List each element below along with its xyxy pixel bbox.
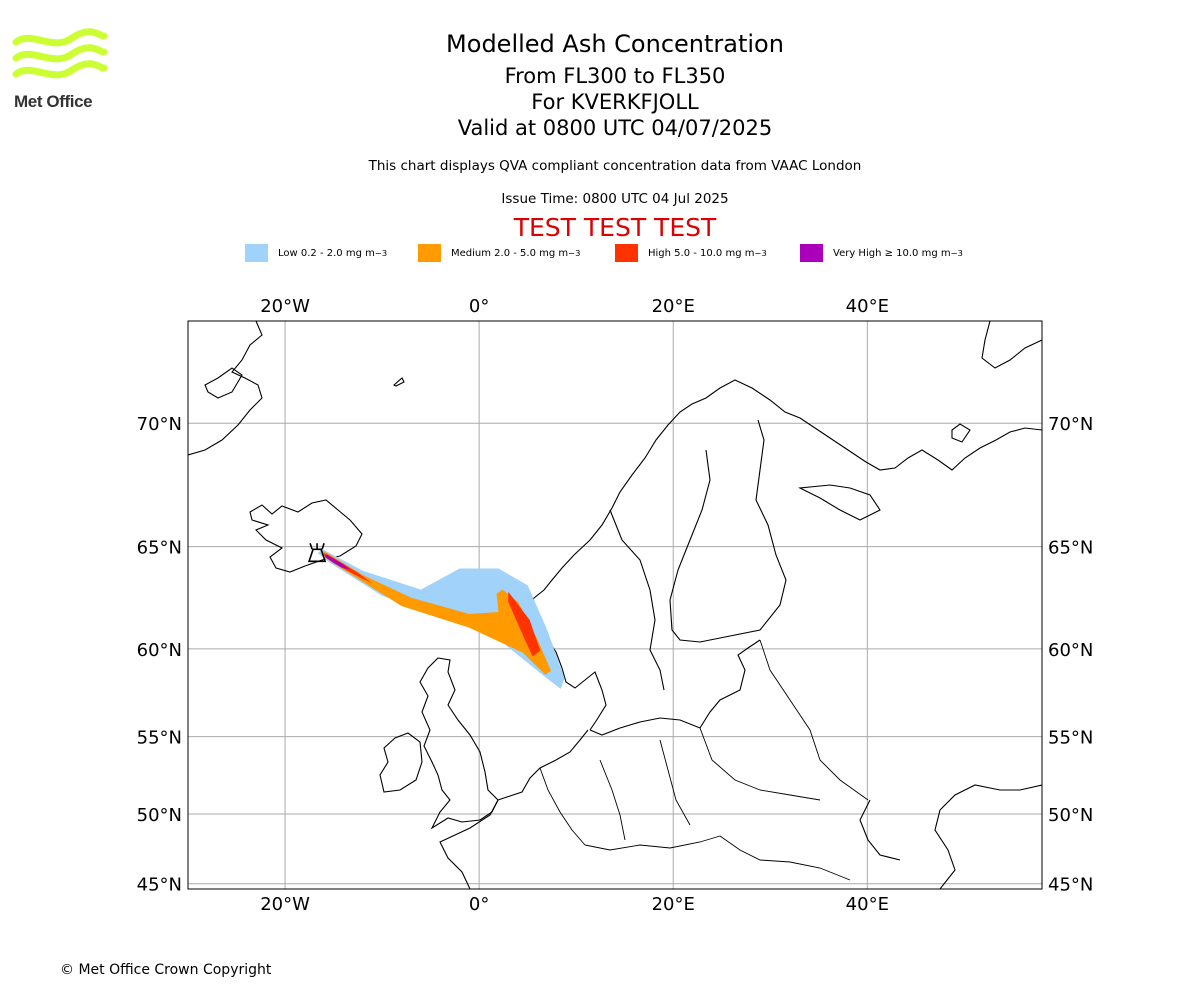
white-sea-coast xyxy=(798,484,881,521)
lat-label-left: 65°N xyxy=(137,538,182,559)
ash-very-high xyxy=(323,553,351,570)
legend-label-medium: Medium 2.0 - 5.0 mg m xyxy=(451,247,569,259)
gulf-of-bothnia xyxy=(669,419,787,643)
ash-high-norway xyxy=(508,591,541,657)
lon-label-top: 40°E xyxy=(846,296,889,317)
legend-swatch-medium xyxy=(418,244,441,262)
lat-label-left: 45°N xyxy=(137,875,182,896)
legend-swatch-high xyxy=(615,244,638,262)
coastlines xyxy=(188,321,1042,889)
legend-label-very-high: Very High ≥ 10.0 mg m xyxy=(833,247,951,259)
country-borders xyxy=(539,639,869,881)
lat-label-right: 55°N xyxy=(1048,728,1093,749)
legend-exp: −3 xyxy=(754,248,767,258)
lat-label-right: 65°N xyxy=(1048,538,1093,559)
legend-exp: −3 xyxy=(374,248,388,258)
lon-label-bottom: 40°E xyxy=(846,894,889,915)
legend-swatch-low xyxy=(245,244,268,262)
legend-label-low: Low 0.2 - 2.0 mg m xyxy=(278,247,375,259)
issue-time: Issue Time: 0800 UTC 04 Jul 2025 xyxy=(501,191,729,207)
ash-high xyxy=(325,553,373,584)
ash-medium xyxy=(321,551,551,675)
test-banner: TEST TEST TEST xyxy=(513,213,717,242)
lat-label-left: 55°N xyxy=(137,728,182,749)
great-britain-coast xyxy=(419,657,499,830)
greenland-fjord xyxy=(204,367,243,399)
lon-label-top: 20°W xyxy=(260,296,310,317)
black-sea-coast xyxy=(859,799,901,861)
lat-label-right: 45°N xyxy=(1048,875,1093,896)
legend-item-high: High 5.0 - 10.0 mg m −3 xyxy=(615,242,767,264)
ash-plume xyxy=(318,548,565,689)
france-coast xyxy=(439,799,499,889)
north-sea-coast xyxy=(497,729,589,801)
lat-label-right: 50°N xyxy=(1048,805,1093,826)
legend-exp: −3 xyxy=(950,248,963,258)
caspian-west xyxy=(934,809,956,889)
lat-label-left: 60°N xyxy=(137,640,182,661)
caspian-coast xyxy=(939,784,1042,811)
lon-label-bottom: 20°E xyxy=(652,894,695,915)
sweden-norway-border xyxy=(609,509,665,691)
lon-label-bottom: 20°W xyxy=(260,894,310,915)
lon-label-bottom: 0° xyxy=(469,894,489,915)
ireland-coast xyxy=(379,732,423,793)
lon-label-top: 20°E xyxy=(652,296,695,317)
legend-item-very-high: Very High ≥ 10.0 mg m −3 xyxy=(800,242,963,264)
jan-mayen xyxy=(393,377,405,387)
chart-description: This chart displays QVA compliant concen… xyxy=(368,158,862,174)
flight-levels: From FL300 to FL350 xyxy=(504,64,726,88)
lat-label-right: 60°N xyxy=(1048,640,1093,661)
scandinavia-coast xyxy=(527,379,1042,611)
legend-label-high: High 5.0 - 10.0 mg m xyxy=(648,247,755,259)
met-office-logo-icon xyxy=(12,28,108,79)
lat-label-left: 50°N xyxy=(137,805,182,826)
chart-title: Modelled Ash Concentration xyxy=(446,30,784,58)
novaya-zemlya xyxy=(981,321,1042,369)
graticule xyxy=(188,321,1042,889)
legend-exp: −3 xyxy=(568,248,581,258)
legend: Low 0.2 - 2.0 mg m −3 Medium 2.0 - 5.0 mg… xyxy=(245,242,1005,268)
legend-item-medium: Medium 2.0 - 5.0 mg m −3 xyxy=(418,242,580,264)
copyright: © Met Office Crown Copyright xyxy=(60,962,272,978)
legend-swatch-very-high xyxy=(800,244,823,262)
axis-labels: 20°W 20°W 0° 0° 20°E 20°E 40°E 40°E 70°N 70°N 65°N… xyxy=(137,296,1094,915)
volcano-name: For KVERKFJOLL xyxy=(531,90,699,114)
map-frame xyxy=(187,320,1043,890)
valid-time: Valid at 0800 UTC 04/07/2025 xyxy=(457,116,773,140)
lat-label-right: 70°N xyxy=(1048,414,1093,435)
brand-name: Met Office xyxy=(14,92,93,111)
volcano-icon xyxy=(307,543,327,563)
kolguyev-island xyxy=(951,423,971,443)
lon-label-top: 0° xyxy=(469,296,489,317)
iceland-coast xyxy=(249,499,363,573)
baltic-coast xyxy=(589,639,761,736)
lat-label-left: 70°N xyxy=(137,414,182,435)
greenland-coast xyxy=(188,321,263,456)
legend-item-low: Low 0.2 - 2.0 mg m −3 xyxy=(245,242,387,264)
